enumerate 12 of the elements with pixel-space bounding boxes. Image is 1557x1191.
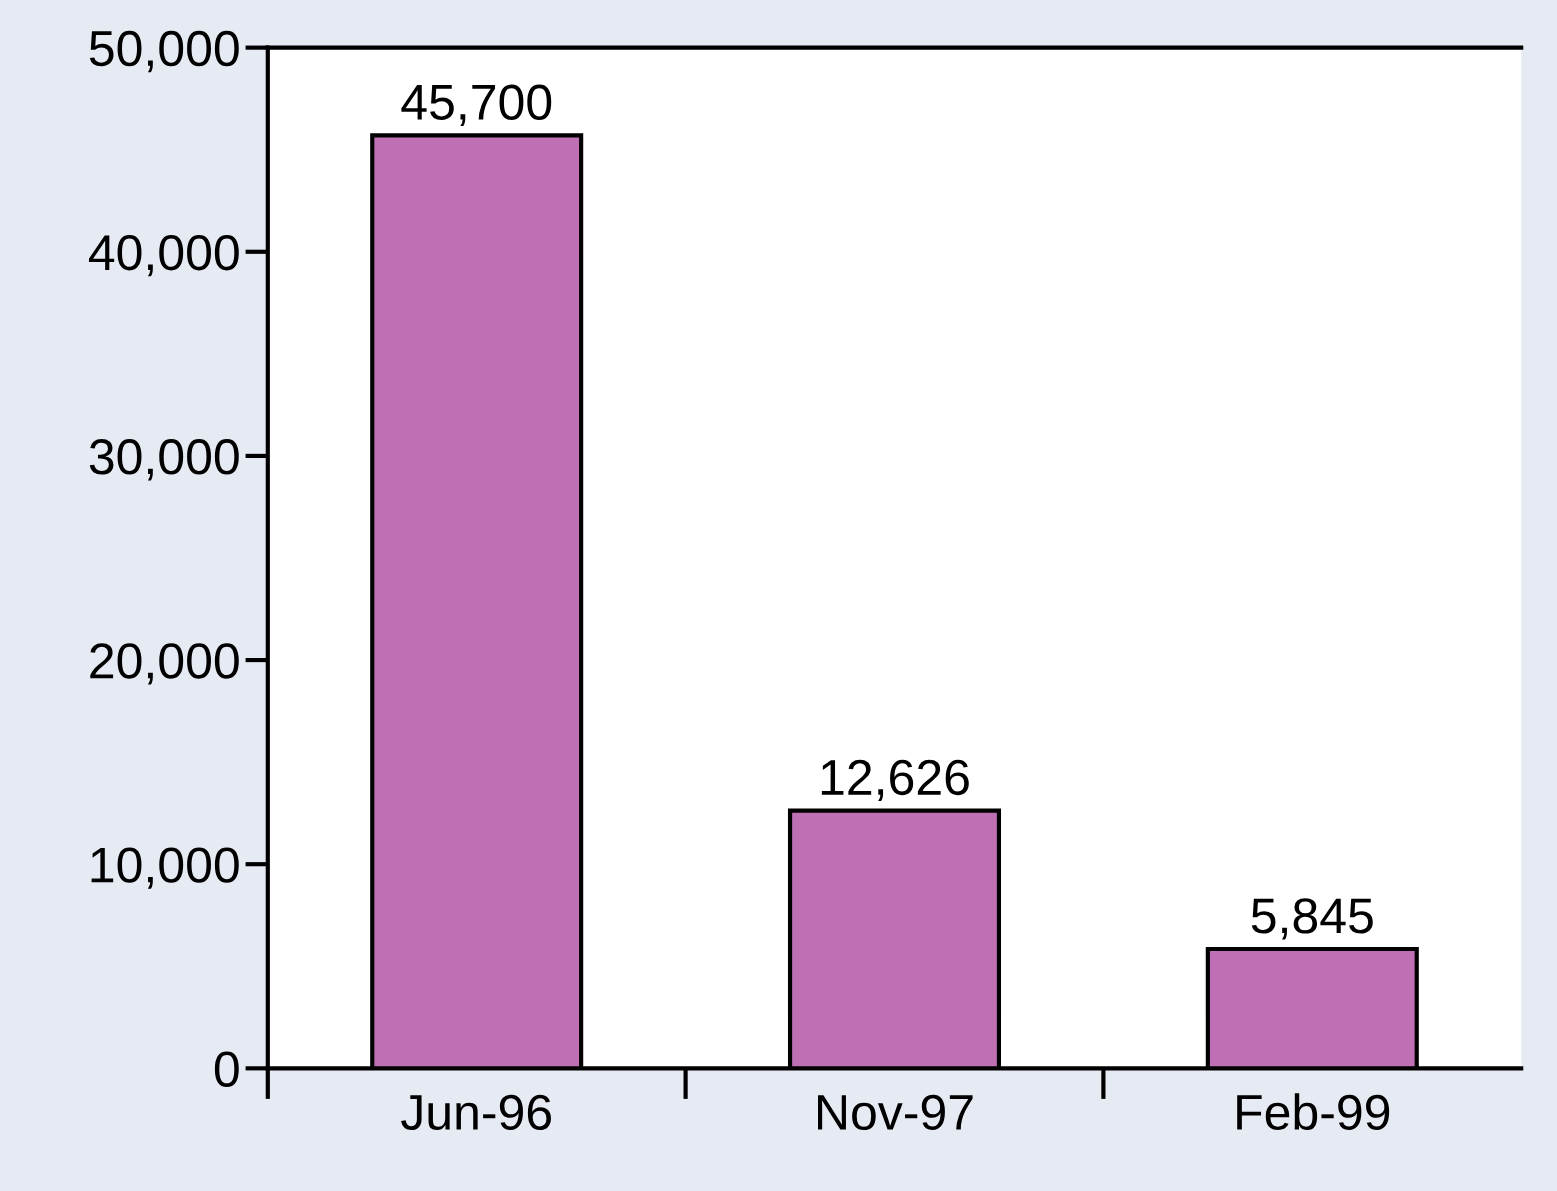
y-tick-label: 20,000 bbox=[90, 643, 239, 685]
data-label: 12,626 bbox=[821, 759, 969, 802]
y-tick-label: 30,000 bbox=[89, 439, 239, 481]
data-label: 5,845 bbox=[1251, 898, 1373, 940]
y-tick-label: 40,000 bbox=[88, 234, 239, 277]
x-tick-label: Feb-99 bbox=[1237, 1093, 1390, 1131]
x-tick-label: Nov-97 bbox=[818, 1094, 973, 1131]
x-tick-label: Jun-96 bbox=[401, 1094, 551, 1131]
y-tick-label: 10,000 bbox=[91, 847, 239, 889]
y-tick-label: 50,000 bbox=[89, 30, 239, 73]
data-label: 45,700 bbox=[401, 84, 552, 126]
y-tick-label: 0 bbox=[214, 1051, 239, 1087]
